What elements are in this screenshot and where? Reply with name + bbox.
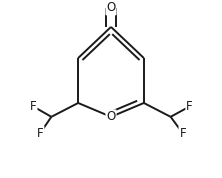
Text: F: F: [30, 100, 37, 113]
Text: F: F: [179, 127, 186, 140]
Text: O: O: [106, 110, 116, 123]
Text: F: F: [186, 100, 193, 113]
Text: F: F: [37, 127, 44, 140]
Text: O: O: [106, 1, 116, 14]
